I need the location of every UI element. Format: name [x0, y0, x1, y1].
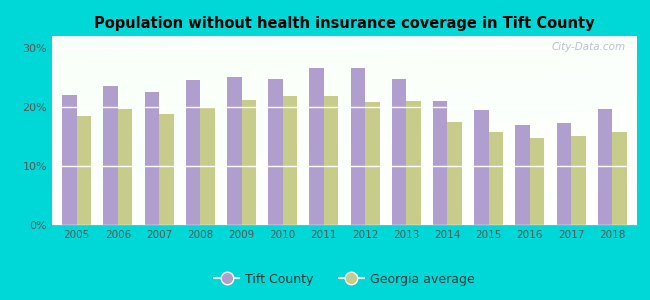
- Bar: [556, 123, 571, 225]
- Bar: [598, 109, 612, 225]
- Bar: [103, 86, 118, 225]
- Bar: [351, 68, 365, 225]
- Bar: [62, 95, 77, 225]
- Bar: [283, 96, 297, 225]
- Bar: [447, 122, 462, 225]
- Bar: [268, 79, 283, 225]
- Bar: [530, 138, 544, 225]
- Bar: [324, 96, 338, 225]
- Bar: [242, 100, 256, 225]
- Bar: [406, 101, 421, 225]
- Bar: [433, 101, 447, 225]
- Title: Population without health insurance coverage in Tift County: Population without health insurance cove…: [94, 16, 595, 31]
- Bar: [392, 79, 406, 225]
- Bar: [489, 132, 503, 225]
- Bar: [118, 109, 133, 225]
- Bar: [474, 110, 489, 225]
- Bar: [145, 92, 159, 225]
- Bar: [571, 136, 586, 225]
- Bar: [200, 107, 214, 225]
- Bar: [186, 80, 200, 225]
- Bar: [309, 68, 324, 225]
- Bar: [227, 77, 242, 225]
- Bar: [612, 132, 627, 225]
- Bar: [365, 102, 380, 225]
- Bar: [77, 116, 91, 225]
- Legend: Tift County, Georgia average: Tift County, Georgia average: [209, 268, 480, 291]
- Bar: [515, 124, 530, 225]
- Text: City-Data.com: City-Data.com: [551, 42, 625, 52]
- Bar: [159, 114, 174, 225]
